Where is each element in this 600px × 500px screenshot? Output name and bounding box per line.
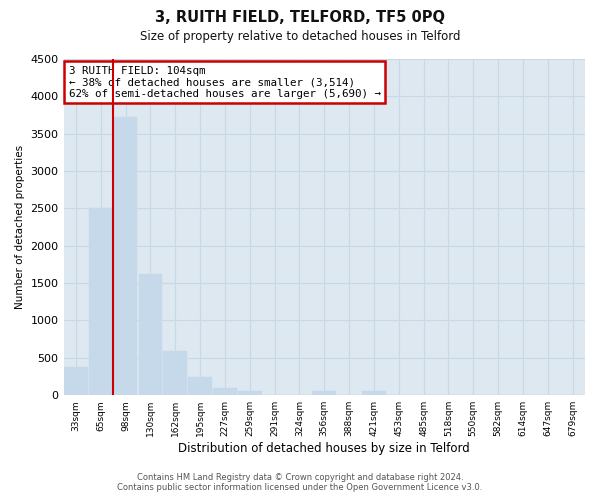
Bar [238, 390, 262, 395]
Bar [89, 208, 113, 395]
Text: Contains HM Land Registry data © Crown copyright and database right 2024.
Contai: Contains HM Land Registry data © Crown c… [118, 473, 482, 492]
Bar [163, 351, 187, 395]
Bar [362, 392, 386, 395]
X-axis label: Distribution of detached houses by size in Telford: Distribution of detached houses by size … [178, 442, 470, 455]
Bar [64, 367, 88, 395]
Text: Size of property relative to detached houses in Telford: Size of property relative to detached ho… [140, 30, 460, 43]
Bar [188, 378, 212, 395]
Y-axis label: Number of detached properties: Number of detached properties [15, 145, 25, 309]
Bar [313, 391, 336, 395]
Text: 3, RUITH FIELD, TELFORD, TF5 0PQ: 3, RUITH FIELD, TELFORD, TF5 0PQ [155, 10, 445, 25]
Bar [139, 274, 162, 395]
Text: 3 RUITH FIELD: 104sqm
← 38% of detached houses are smaller (3,514)
62% of semi-d: 3 RUITH FIELD: 104sqm ← 38% of detached … [69, 66, 381, 99]
Bar [213, 388, 237, 395]
Bar [114, 118, 137, 395]
